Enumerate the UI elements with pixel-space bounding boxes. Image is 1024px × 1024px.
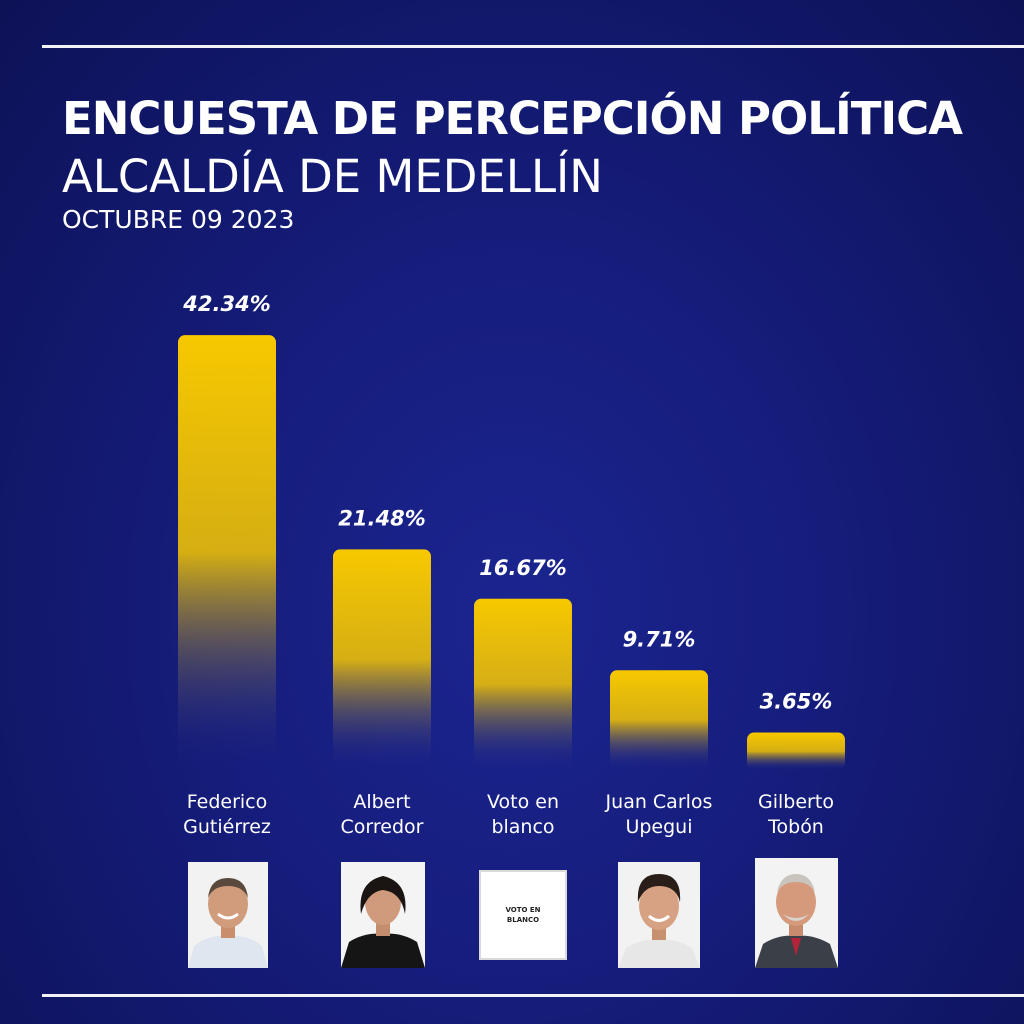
chart-title: ENCUESTA DE PERCEPCIÓN POLÍTICA [62, 92, 963, 145]
category-label-gilberto-tobon: Gilberto Tobón [758, 791, 834, 838]
category-label-albert-corredor: Albert Corredor [341, 791, 424, 838]
bar-federico-gutierrez [178, 335, 276, 770]
bar-juan-carlos-upegui [610, 670, 708, 770]
chart-subtitle: ALCALDÍA DE MEDELLÍN [62, 150, 603, 203]
value-label-albert-corredor: 21.48% [338, 506, 425, 530]
blank-vote-card-line-1: VOTO EN [505, 906, 541, 914]
candidate-photo-gilberto-tobon [755, 858, 838, 968]
value-label-juan-carlos-upegui: 9.71% [623, 627, 696, 651]
top-divider [42, 45, 1024, 48]
category-label-voto-en-blanco: Voto en blanco [487, 791, 559, 838]
value-label-federico-gutierrez: 42.34% [182, 292, 270, 316]
value-label-voto-en-blanco: 16.67% [479, 556, 566, 580]
bar-gilberto-tobon [747, 732, 845, 770]
candidate-photo-albert-corredor [341, 862, 425, 968]
bar-voto-en-blanco [474, 598, 572, 770]
value-label-gilberto-tobon: 3.65% [760, 690, 833, 714]
category-label-federico-gutierrez: Federico Gutiérrez [183, 791, 271, 838]
candidate-photo-federico-gutierrez [188, 862, 268, 968]
candidate-photo-juan-carlos-upegui [618, 862, 700, 968]
bar-chart: 42.34% 21.48% 16.67% 9.71% 3.65% Federico Gut… [178, 292, 845, 838]
blank-vote-card-line-2: BLANCO [506, 916, 540, 924]
chart-date: OCTUBRE 09 2023 [62, 205, 295, 234]
bottom-divider [42, 994, 1024, 997]
bar-albert-corredor [333, 549, 431, 770]
category-label-juan-carlos-upegui: Juan Carlos Upegui [605, 791, 713, 838]
blank-vote-card: VOTO EN BLANCO [479, 870, 567, 960]
